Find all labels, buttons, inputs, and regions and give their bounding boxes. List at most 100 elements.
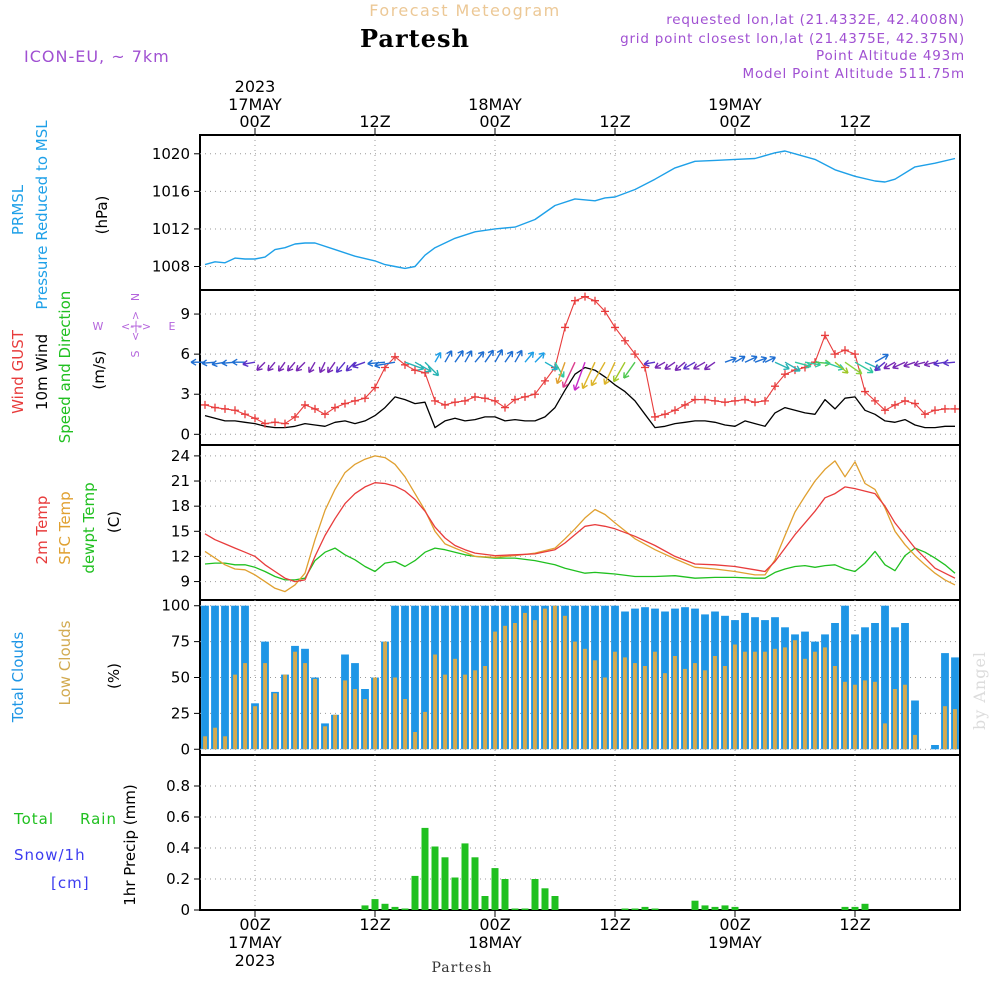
y-tick-label: 15	[171, 522, 190, 540]
wind-direction-arrow	[943, 359, 956, 367]
y-tick-label: 0.4	[166, 839, 190, 857]
low-cloud-bar	[583, 648, 587, 750]
wind-direction-arrow	[256, 361, 266, 371]
gust-marker	[251, 414, 259, 423]
low-cloud-bar	[853, 684, 857, 750]
direction-key-north: N	[129, 293, 142, 301]
rain-bar	[491, 868, 499, 910]
low-cloud-bar	[243, 663, 247, 750]
gust-marker	[431, 396, 439, 405]
low-cloud-bar	[803, 658, 807, 750]
gust-marker	[471, 392, 479, 401]
gust-marker	[391, 352, 399, 361]
rain-bar	[551, 896, 559, 910]
panel-frame-wind	[199, 289, 961, 446]
gust-marker	[371, 383, 379, 392]
top-time-day: 17MAY	[228, 95, 282, 114]
rain-bar	[861, 903, 869, 910]
total-cloud-bar	[401, 605, 409, 750]
rain-bar	[541, 888, 549, 910]
wind-direction-arrow	[201, 359, 216, 367]
low-cloud-bar	[893, 689, 897, 750]
low-cloud-bar	[303, 663, 307, 750]
gust-marker	[541, 376, 549, 385]
rain-bar	[361, 905, 369, 910]
low-cloud-bar	[953, 709, 957, 750]
wind-direction-arrow	[267, 361, 276, 372]
low-cloud-bar	[503, 625, 507, 750]
wind-direction-arrow	[494, 348, 503, 363]
pressure-title-msl: Pressure Reduced to MSL	[33, 120, 51, 310]
total-cloud-bar	[951, 657, 959, 750]
wind-direction-arrow	[854, 361, 874, 374]
wind-direction-arrow	[744, 355, 758, 363]
low-cloud-bar	[433, 654, 437, 750]
wind-direction-arrow	[774, 361, 790, 371]
precip-title-cm: [cm]	[51, 874, 90, 892]
rain-bar	[631, 908, 639, 910]
low-cloud-bar	[833, 666, 837, 750]
y-tick-label: 25	[171, 704, 190, 722]
temperature-axis-titles: 2m Temp SFC Temp dewpt Temp (C)	[33, 482, 123, 573]
gust-marker	[761, 396, 769, 405]
low-cloud-bar	[573, 641, 577, 750]
wind-direction-arrow	[581, 361, 596, 390]
y-tick-label: 0	[180, 425, 190, 443]
gust-marker	[631, 350, 639, 359]
low-cloud-bar	[513, 623, 517, 750]
low-cloud-bar	[293, 651, 297, 750]
gust-marker	[581, 292, 589, 301]
low-cloud-bar	[363, 699, 367, 750]
gust-marker	[451, 398, 459, 407]
y-tick-label: 0.6	[166, 808, 190, 826]
wind-direction-arrow	[613, 361, 626, 383]
model-name: ICON-EU, ~ 7km	[24, 47, 170, 66]
gust-marker	[851, 350, 859, 359]
top-time-hour: 12Z	[359, 112, 390, 131]
gust-marker	[891, 400, 899, 409]
wind-direction-arrow	[345, 361, 356, 372]
gust-marker	[671, 406, 679, 415]
y-tick-label: 6	[180, 345, 190, 363]
rain-bar	[461, 843, 469, 910]
total-cloud-bar	[601, 605, 609, 750]
wind-direction-arrow	[692, 361, 706, 370]
wind-direction-arrow	[434, 351, 442, 363]
wind-direction-arrow	[514, 349, 523, 363]
gust-marker	[901, 396, 909, 405]
gust-marker	[821, 331, 829, 340]
y-tick-label: 1008	[152, 258, 190, 276]
top-time-hour: 00Z	[479, 112, 510, 131]
rain-bar	[411, 875, 419, 910]
rain-bar	[521, 908, 529, 910]
wind-direction-arrow	[484, 349, 494, 363]
low-cloud-bar	[783, 647, 787, 750]
gust-marker	[301, 400, 309, 409]
wind-direction-arrow	[654, 361, 666, 369]
y-tick-label: 24	[171, 447, 190, 465]
rain-bar	[721, 905, 729, 910]
bottom-time-hour: 12Z	[839, 915, 870, 934]
gust-marker	[841, 346, 849, 355]
dewpoint-line	[204, 547, 956, 581]
low-cloud-bar	[533, 620, 537, 750]
low-cloud-bar	[463, 674, 467, 750]
low-cloud-bar	[323, 726, 327, 750]
wind-direction-arrow	[892, 361, 906, 370]
gust-marker	[611, 323, 619, 332]
rain-bar	[711, 906, 719, 910]
low-cloud-bar	[843, 681, 847, 750]
y-tick-label: 100	[161, 597, 190, 615]
wind-direction-arrow	[308, 361, 316, 374]
rain-bar	[421, 827, 429, 910]
low-cloud-bar	[223, 736, 227, 750]
grid-lines	[194, 128, 960, 917]
y-tick-label: 1016	[152, 182, 190, 200]
pressure-title-unit: (hPa)	[93, 196, 111, 235]
temp-title-2m: 2m Temp	[33, 496, 51, 565]
wind-direction-arrow	[374, 361, 396, 369]
gust-marker	[291, 412, 299, 421]
gust-marker	[531, 390, 539, 399]
low-cloud-bar	[693, 663, 697, 750]
y-tick-label: 0	[180, 740, 190, 758]
